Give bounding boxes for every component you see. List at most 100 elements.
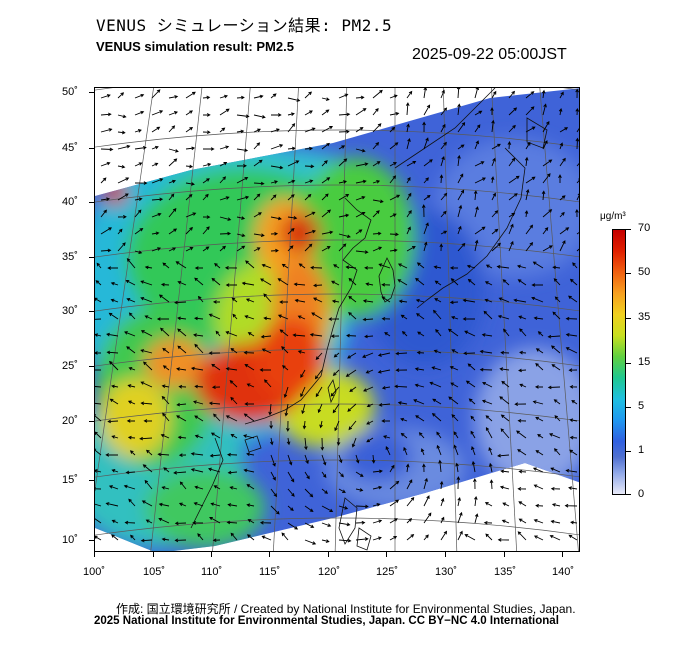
wind-arrow: [508, 240, 514, 252]
wind-arrow: [517, 487, 527, 491]
wind-arrow: [304, 522, 315, 528]
lon-tickmark: [269, 552, 270, 557]
wind-arrow: [230, 532, 238, 541]
wind-arrow: [185, 91, 196, 99]
wind-arrow: [128, 366, 136, 371]
wind-arrow: [348, 277, 357, 286]
wind-arrow: [421, 204, 426, 218]
wind-arrow: [457, 204, 463, 218]
wind-arrow: [431, 412, 442, 422]
wind-arrow: [321, 230, 334, 235]
wind-arrow: [550, 519, 561, 524]
wind-arrow: [366, 437, 374, 443]
wind-arrow: [395, 368, 408, 372]
wind-arrow: [451, 349, 459, 354]
wind-arrow: [281, 365, 289, 371]
wind-arrow: [95, 469, 102, 473]
colorbar: [612, 229, 626, 495]
wind-arrow: [111, 469, 119, 473]
wind-arrow: [389, 213, 397, 218]
wind-arrow: [541, 89, 546, 99]
wind-arrow: [270, 248, 279, 253]
wind-arrow: [270, 165, 284, 170]
wind-arrow: [95, 280, 102, 286]
wind-arrow: [194, 277, 204, 286]
lat-label-50: 50˚: [62, 86, 78, 98]
wind-arrow: [355, 179, 367, 184]
wind-arrow: [432, 309, 442, 320]
wind-arrow: [525, 224, 534, 235]
wind-arrow: [177, 316, 187, 321]
wind-arrow: [300, 369, 306, 379]
lat-label-15: 15˚: [62, 474, 78, 486]
lat-label-40: 40˚: [62, 196, 78, 208]
wind-arrow: [232, 313, 238, 320]
wind-arrow: [108, 485, 119, 490]
wind-arrow: [270, 488, 278, 498]
wind-arrow: [525, 91, 535, 99]
wind-arrow: [236, 176, 249, 184]
wind-arrow: [381, 282, 391, 287]
wind-arrow: [230, 434, 238, 439]
wind-arrow: [174, 538, 187, 543]
wind-arrow: [313, 283, 323, 288]
wind-arrow: [440, 192, 448, 201]
wind-arrow: [219, 94, 228, 99]
wind-arrow: [225, 283, 237, 287]
wind-arrow: [377, 369, 391, 374]
wind-arrow: [355, 211, 366, 218]
wind-arrow: [178, 502, 187, 507]
credit-line-2: 2025 National Institute for Environmenta…: [94, 615, 559, 627]
wind-arrow: [321, 109, 330, 116]
wind-arrow: [293, 282, 306, 287]
wind-arrow: [384, 332, 391, 337]
wind-arrow: [244, 363, 255, 371]
wind-arrow: [400, 314, 408, 320]
wind-arrow: [440, 516, 445, 524]
wind-arrow: [406, 123, 410, 133]
wind-arrow: [281, 263, 289, 269]
wind-arrow: [244, 402, 254, 406]
lon-tickmark: [211, 552, 212, 557]
wind-arrow: [552, 311, 561, 320]
wind-arrow: [565, 347, 578, 354]
wind-arrow: [483, 310, 493, 320]
wind-arrow: [185, 212, 197, 218]
map-panel[interactable]: [94, 87, 580, 552]
wind-arrow: [331, 280, 340, 286]
wind-arrow: [423, 104, 431, 116]
wind-arrow: [100, 94, 111, 99]
wind-arrow: [134, 145, 147, 150]
wind-arrow: [491, 157, 496, 167]
wind-arrow: [178, 384, 187, 389]
wind-arrow: [176, 367, 187, 371]
wind-arrow: [100, 209, 107, 218]
wind-arrow: [535, 416, 544, 422]
wind-arrow: [253, 233, 265, 238]
wind-arrow: [457, 511, 463, 524]
wind-arrow: [304, 229, 316, 235]
wind-arrow: [100, 128, 113, 133]
wind-arrow: [287, 488, 295, 497]
title-en: VENUS simulation result: PM2.5: [96, 39, 294, 54]
wind-arrow: [372, 231, 382, 236]
wind-arrow: [197, 295, 204, 303]
wind-arrow: [192, 521, 204, 525]
wind-arrow: [338, 194, 350, 201]
wind-arrow: [501, 519, 510, 524]
wind-arrow: [246, 503, 255, 507]
wind-arrow: [484, 281, 493, 286]
wind-arrow: [547, 385, 561, 390]
wind-arrow: [553, 278, 561, 286]
wind-arrow: [321, 193, 329, 201]
wind-arrow: [549, 534, 561, 541]
wind-arrow: [321, 505, 334, 512]
wind-arrow: [263, 293, 272, 303]
wind-arrow: [491, 143, 501, 150]
wind-arrow: [363, 386, 374, 392]
wind-arrow: [144, 479, 153, 490]
wind-arrow: [304, 164, 315, 169]
wind-arrow: [243, 434, 255, 439]
wind-arrow: [372, 89, 383, 99]
wind-arrow: [474, 88, 480, 99]
